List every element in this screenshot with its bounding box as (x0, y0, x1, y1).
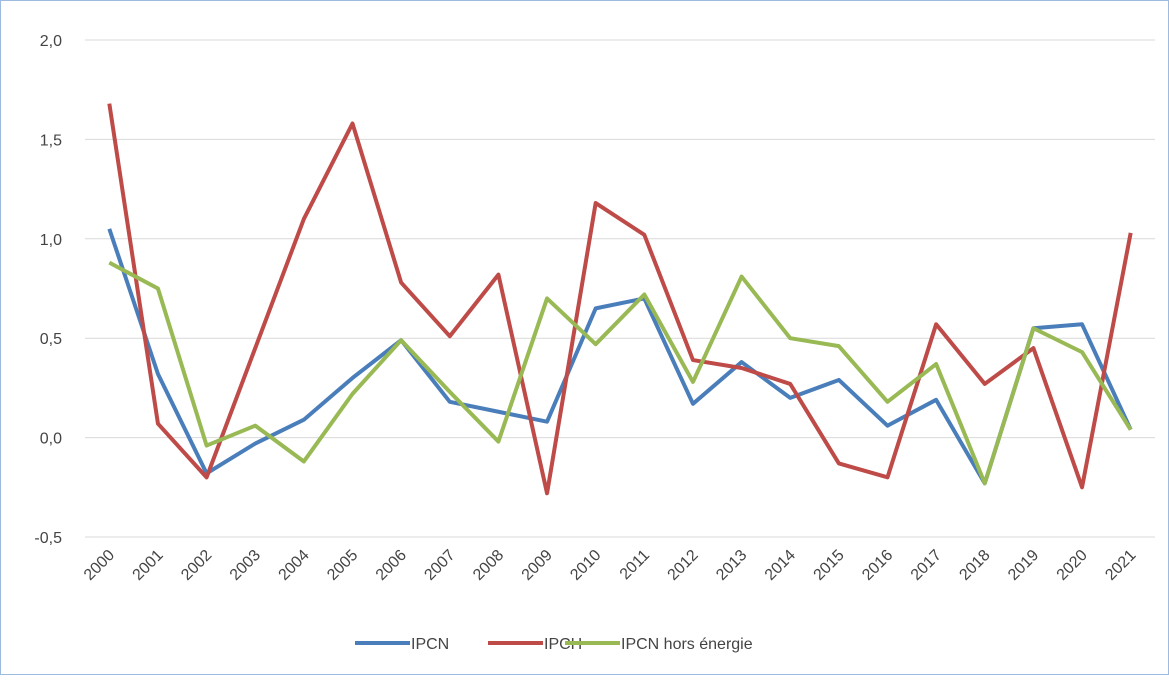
legend-label: IPCH (544, 636, 582, 653)
y-tick-label: 0,5 (40, 331, 62, 348)
line-series (107, 228, 1133, 486)
y-tick-label: 1,5 (40, 132, 62, 149)
line-series (107, 103, 1133, 496)
line-series (108, 260, 1133, 486)
y-tick-label: 2,0 (40, 33, 62, 50)
legend-label: IPCN hors énergie (621, 636, 753, 653)
y-tick-label: 0,0 (40, 431, 62, 448)
y-tick-label: -0,5 (34, 530, 62, 547)
y-tick-label: 1,0 (40, 232, 62, 249)
legend-label: IPCN (411, 636, 449, 653)
